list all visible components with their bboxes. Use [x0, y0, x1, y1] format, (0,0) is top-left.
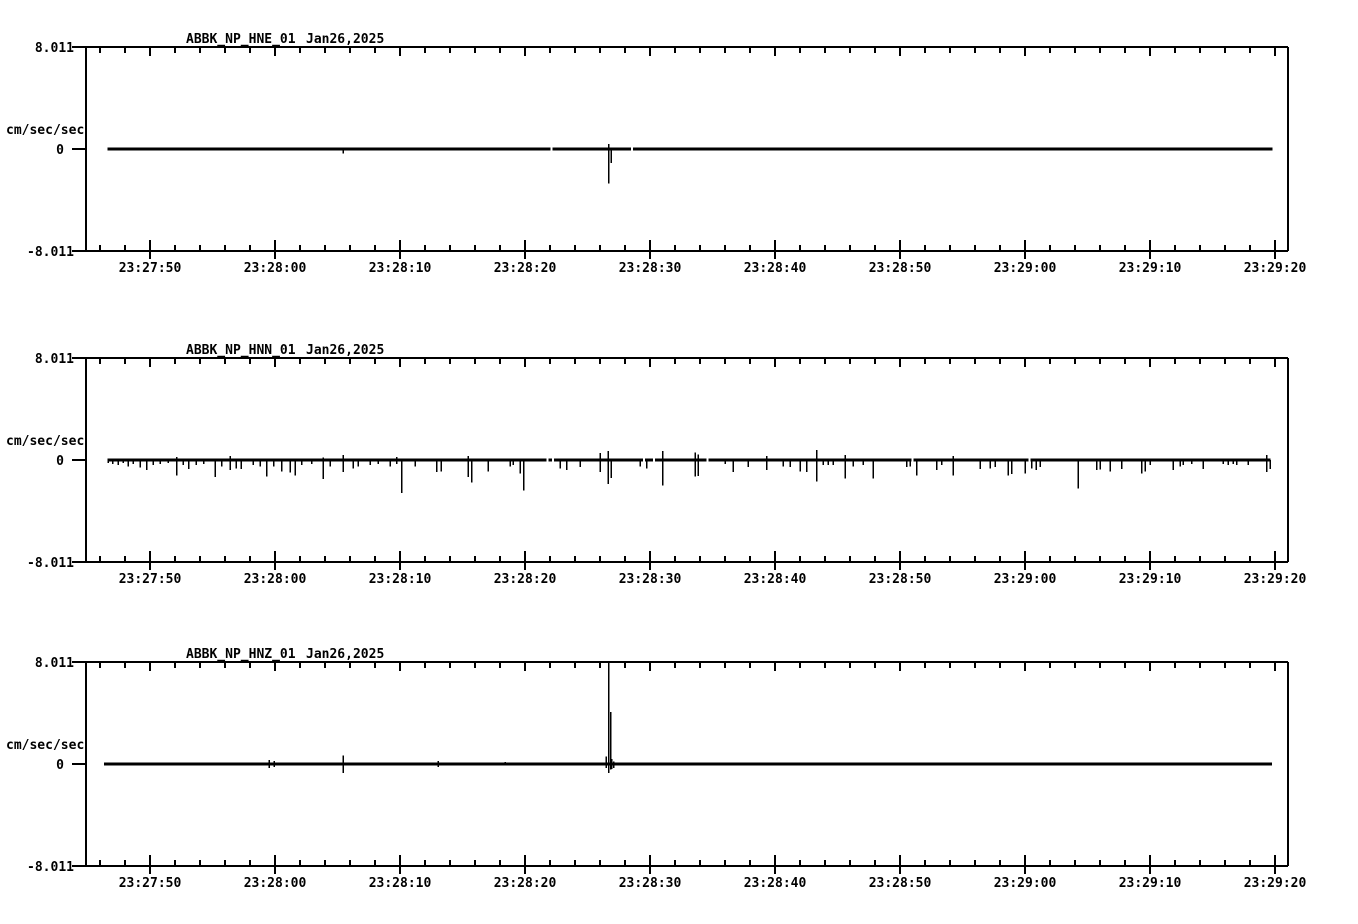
y-axis-unit-label: cm/sec/sec: [6, 738, 84, 753]
y-axis-zero-label: 0: [56, 143, 64, 158]
trace-gap: [642, 457, 645, 463]
x-tick-label: 23:28:00: [244, 572, 307, 587]
x-tick-label: 23:28:10: [369, 876, 432, 891]
x-tick-label: 23:28:50: [869, 261, 932, 276]
chart-title: ABBK_NP_HNE_01: [186, 32, 296, 47]
chart-date: Jan26,2025: [306, 647, 384, 662]
x-tick-label: 23:28:20: [494, 572, 557, 587]
y-axis-max-label: 8.011: [35, 352, 74, 367]
trace-gap: [652, 457, 655, 463]
x-tick-label: 23:28:40: [744, 876, 807, 891]
chart-title: ABBK_NP_HNN_01: [186, 343, 296, 358]
x-tick-label: 23:28:30: [619, 876, 682, 891]
waveform-plot: ABBK_NP_HNE_01 Jan26,2025 8.011 0 -8.011 cm/s…: [6, 32, 1307, 276]
trace-gap: [552, 457, 555, 463]
x-tick-label: 23:29:20: [1244, 261, 1307, 276]
trace-gap: [706, 457, 709, 463]
y-axis-min-label: -8.011: [27, 860, 74, 875]
x-tick-label: 23:28:50: [869, 876, 932, 891]
y-axis-zero-label: 0: [56, 454, 64, 469]
trace-gap: [546, 457, 549, 463]
x-tick-label: 23:28:40: [744, 572, 807, 587]
x-tick-label: 23:28:20: [494, 261, 557, 276]
trace-gap: [1028, 457, 1031, 463]
trace-gap: [550, 146, 553, 152]
x-tick-label: 23:27:50: [119, 876, 182, 891]
x-tick-label: 23:27:50: [119, 261, 182, 276]
waveform-plot: ABBK_NP_HNZ_01 Jan26,2025 8.011 0 -8.011 cm/s…: [6, 647, 1307, 891]
trace-gap: [630, 146, 633, 152]
x-tick-label: 23:28:50: [869, 572, 932, 587]
x-tick-label: 23:29:20: [1244, 876, 1307, 891]
x-tick-label: 23:28:00: [244, 261, 307, 276]
x-tick-label: 23:29:20: [1244, 572, 1307, 587]
x-tick-label: 23:28:10: [369, 572, 432, 587]
x-tick-label: 23:28:40: [744, 261, 807, 276]
waveform-plot: ABBK_NP_HNN_01 Jan26,2025 8.011 0 -8.011 cm/s…: [6, 343, 1307, 587]
x-tick-label: 23:27:50: [119, 572, 182, 587]
x-tick-label: 23:28:20: [494, 876, 557, 891]
y-axis-min-label: -8.011: [27, 245, 74, 260]
trace-gap: [911, 457, 914, 463]
y-axis-max-label: 8.011: [35, 41, 74, 56]
x-tick-label: 23:28:00: [244, 876, 307, 891]
y-axis-unit-label: cm/sec/sec: [6, 123, 84, 138]
chart-date: Jan26,2025: [306, 343, 384, 358]
waveform-chart-hne: ABBK_NP_HNE_01 Jan26,2025 8.011 0 -8.011 cm/s…: [0, 0, 1358, 300]
x-tick-label: 23:28:30: [619, 572, 682, 587]
y-axis-unit-label: cm/sec/sec: [6, 434, 84, 449]
y-axis-zero-label: 0: [56, 758, 64, 773]
waveform-chart-hnn: ABBK_NP_HNN_01 Jan26,2025 8.011 0 -8.011 cm/s…: [0, 311, 1358, 611]
x-tick-label: 23:29:00: [994, 572, 1057, 587]
x-tick-label: 23:28:30: [619, 261, 682, 276]
y-axis-min-label: -8.011: [27, 556, 74, 571]
x-tick-label: 23:29:00: [994, 876, 1057, 891]
waveform-chart-hnz: ABBK_NP_HNZ_01 Jan26,2025 8.011 0 -8.011 cm/s…: [0, 615, 1358, 915]
x-tick-label: 23:29:10: [1119, 572, 1182, 587]
x-tick-label: 23:29:10: [1119, 261, 1182, 276]
y-axis-max-label: 8.011: [35, 656, 74, 671]
chart-title: ABBK_NP_HNZ_01: [186, 647, 296, 662]
x-tick-label: 23:28:10: [369, 261, 432, 276]
x-tick-label: 23:29:10: [1119, 876, 1182, 891]
chart-date: Jan26,2025: [306, 32, 384, 47]
x-tick-label: 23:29:00: [994, 261, 1057, 276]
